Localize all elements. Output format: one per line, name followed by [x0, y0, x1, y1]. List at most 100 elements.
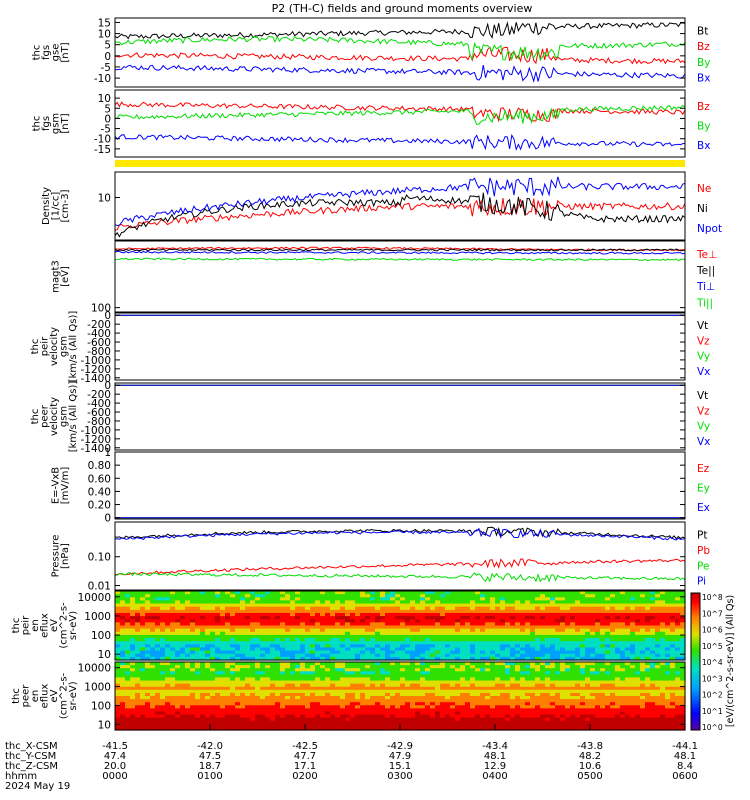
heatmap-cell: [455, 597, 461, 602]
heatmap-cell: [670, 600, 676, 605]
heatmap-cell: [380, 628, 386, 633]
heatmap-cell: [270, 641, 276, 645]
heatmap-cell: [265, 683, 271, 688]
legend-entry-Bx: Bx: [697, 140, 710, 152]
heatmap-cell: [380, 591, 386, 595]
heatmap-cell: [345, 714, 351, 719]
heatmap-cell: [590, 680, 596, 685]
heatmap-cell: [455, 692, 461, 697]
heatmap-cell: [550, 594, 556, 598]
heatmap-cell: [530, 683, 536, 688]
heatmap-cell: [435, 606, 441, 611]
heatmap-cell: [300, 603, 306, 608]
heatmap-cell: [555, 619, 561, 623]
heatmap-cell: [345, 650, 351, 655]
heatmap-cell: [430, 677, 436, 682]
heatmap-cell: [290, 683, 296, 688]
heatmap-cell: [585, 597, 591, 602]
heatmap-cell: [405, 656, 411, 661]
heatmap-cell: [145, 720, 151, 725]
heatmap-cell: [255, 674, 261, 679]
heatmap-cell: [430, 619, 436, 623]
heatmap-cell: [595, 680, 601, 685]
heatmap-cell: [610, 699, 616, 703]
heatmap-cell: [650, 591, 656, 595]
heatmap-cell: [465, 720, 471, 725]
heatmap-cell: [290, 619, 296, 623]
heatmap-cell: [125, 702, 131, 706]
heatmap-cell: [280, 631, 286, 636]
heatmap-cell: [165, 625, 171, 630]
heatmap-cell: [445, 692, 451, 697]
heatmap-cell: [410, 619, 416, 623]
heatmap-cell: [195, 668, 201, 672]
heatmap-cell: [445, 662, 451, 666]
heatmap-cell: [405, 711, 411, 716]
heatmap-cell: [560, 644, 566, 649]
heatmap-cell: [565, 723, 571, 728]
heatmap-cell: [465, 699, 471, 703]
heatmap-cell: [420, 591, 426, 595]
heatmap-cell: [580, 594, 586, 598]
heatmap-cell: [375, 631, 381, 636]
heatmap-cell: [205, 680, 211, 685]
legend-entry-Bz: Bz: [697, 41, 710, 53]
heatmap-cell: [495, 714, 501, 719]
heatmap-cell: [625, 600, 631, 605]
heatmap-cell: [545, 686, 551, 691]
heatmap-cell: [415, 628, 421, 633]
heatmap-cell: [205, 720, 211, 725]
heatmap-cell: [235, 683, 241, 688]
heatmap-cell: [660, 616, 666, 620]
heatmap-cell: [585, 662, 591, 666]
heatmap-cell: [425, 699, 431, 703]
heatmap-cell: [430, 600, 436, 605]
heatmap-cell: [240, 689, 246, 694]
heatmap-cell: [580, 677, 586, 682]
heatmap-cell: [130, 591, 136, 595]
heatmap-cell: [165, 696, 171, 700]
heatmap-cell: [220, 711, 226, 716]
heatmap-cell: [215, 683, 221, 688]
heatmap-cell: [500, 634, 506, 639]
heatmap-cell: [560, 692, 566, 697]
heatmap-cell: [320, 696, 326, 700]
heatmap-cell: [260, 656, 266, 661]
heatmap-cell: [665, 656, 671, 661]
heatmap-cell: [495, 606, 501, 611]
heatmap-cell: [175, 647, 181, 652]
heatmap-cell: [565, 689, 571, 694]
heatmap-cell: [200, 606, 206, 611]
heatmap-cell: [490, 619, 496, 623]
heatmap-cell: [205, 686, 211, 691]
heatmap-cell: [455, 677, 461, 682]
heatmap-cell: [460, 677, 466, 682]
heatmap-cell: [205, 702, 211, 706]
heatmap-cell: [320, 644, 326, 649]
heatmap-cell: [390, 609, 396, 614]
heatmap-cell: [580, 634, 586, 639]
heatmap-cell: [555, 686, 561, 691]
heatmap-cell: [340, 705, 346, 709]
heatmap-cell: [325, 665, 331, 669]
heatmap-cell: [640, 600, 646, 605]
heatmap-cell: [130, 680, 136, 685]
heatmap-cell: [345, 634, 351, 639]
heatmap-cell: [125, 638, 131, 642]
heatmap-cell: [290, 653, 296, 658]
heatmap-cell: [345, 603, 351, 608]
heatmap-cell: [210, 644, 216, 649]
heatmap-cell: [590, 597, 596, 602]
heatmap-cell: [215, 644, 221, 649]
heatmap-cell: [285, 665, 291, 669]
heatmap-cell: [190, 625, 196, 630]
heatmap-cell: [240, 720, 246, 725]
heatmap-cell: [350, 631, 356, 636]
heatmap-cell: [155, 662, 161, 666]
heatmap-cell: [580, 625, 586, 630]
heatmap-cell: [350, 656, 356, 661]
heatmap-cell: [155, 696, 161, 700]
heatmap-cell: [225, 603, 231, 608]
heatmap-cell: [135, 702, 141, 706]
heatmap-cell: [155, 619, 161, 623]
